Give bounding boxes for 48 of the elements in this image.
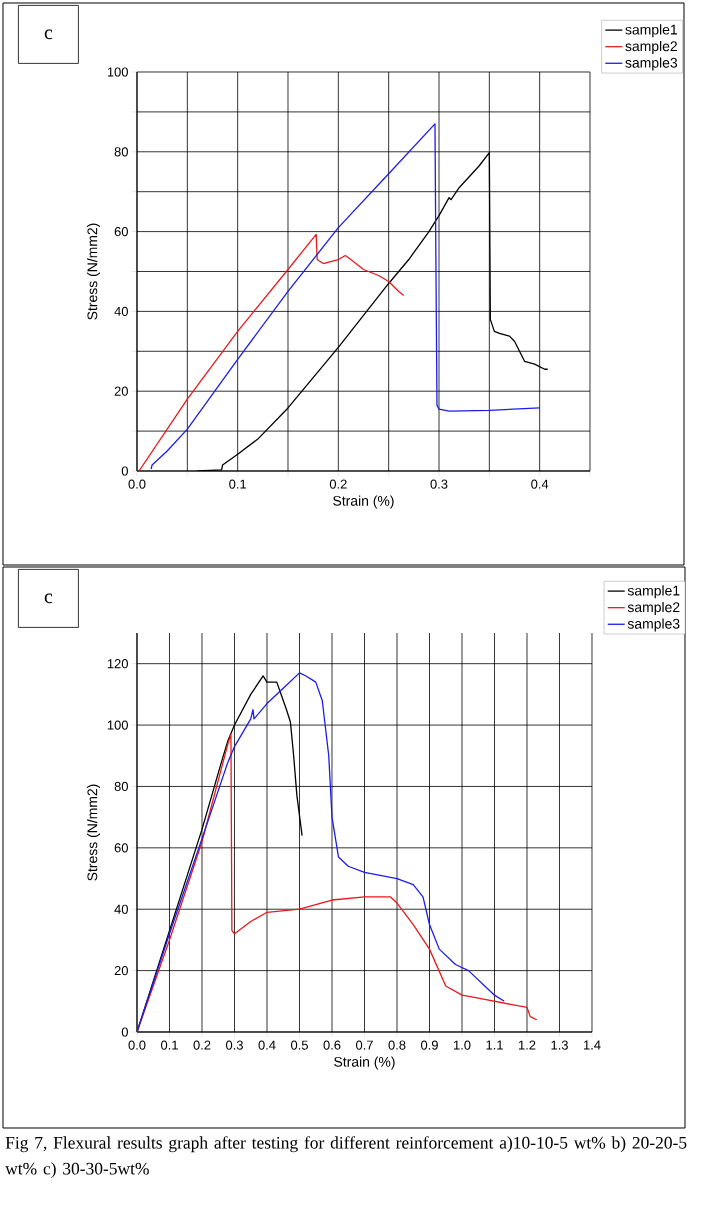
y-tick-label: 20 [114, 386, 128, 396]
y-tick-label: 80 [114, 147, 128, 157]
x-tick-label: 0.1 [229, 479, 247, 489]
x-tick-label: 0.9 [421, 1040, 438, 1050]
legend-label: sample2 [625, 40, 677, 54]
legend-label: sample1 [625, 24, 677, 38]
x-tick-label: 1.2 [518, 1040, 536, 1050]
x-tick-label: 1.3 [551, 1040, 568, 1050]
x-tick-label: 0.7 [356, 1040, 373, 1050]
x-tick-label: 0.0 [128, 1040, 146, 1050]
x-tick-label: 0.5 [291, 1040, 308, 1050]
x-tick-label: 0.4 [531, 479, 549, 489]
x-tick-label: 1.0 [453, 1040, 471, 1050]
y-tick-label: 0 [121, 1027, 128, 1037]
caption: Fig 7, Flexural results graph after testing for different reinforcement a)10-10-5 wt% b) 20-20-5 wt% c) 30-30-5wt% [5, 1136, 687, 1179]
x-tick-label: 0.6 [323, 1040, 341, 1050]
y-tick-label: 40 [114, 904, 128, 914]
x-tick-label: 0.0 [128, 479, 146, 489]
legend-label: sample1 [627, 585, 680, 599]
legend-label: sample3 [627, 618, 680, 632]
x-tick-label: 0.4 [258, 1040, 276, 1050]
y-tick-label: 120 [107, 659, 128, 669]
line-series [150, 123, 541, 470]
y-tick-label: 60 [114, 227, 128, 237]
text: c [44, 29, 53, 40]
y-tick-label: 20 [114, 966, 128, 976]
line-series [138, 233, 405, 471]
x-tick-label: 0.1 [161, 1040, 178, 1050]
y-axis-title: Stress (N/mm2) [87, 784, 101, 881]
x-tick-label: 0.2 [193, 1040, 211, 1050]
x-tick-label: 0.3 [226, 1040, 243, 1050]
x-axis-title: Strain (%) [333, 495, 394, 509]
y-axis-title: Stress (N/mm2) [87, 223, 101, 320]
y-tick-label: 0 [121, 466, 128, 476]
y-tick-label: 80 [114, 781, 128, 792]
x-tick-label: 1.1 [486, 1040, 503, 1050]
y-tick-label: 100 [107, 720, 128, 730]
x-tick-label: 1.4 [583, 1040, 601, 1050]
y-tick-label: 60 [114, 843, 128, 853]
x-axis-title: Strain (%) [334, 1056, 395, 1070]
x-tick-label: 0.3 [430, 479, 448, 489]
legend-label: sample2 [627, 601, 680, 615]
x-tick-label: 0.8 [388, 1040, 406, 1050]
y-tick-label: 40 [114, 306, 128, 316]
x-tick-label: 0.2 [329, 479, 347, 489]
y-tick-label: 100 [107, 67, 128, 77]
text: c [44, 593, 53, 604]
legend-label: sample3 [625, 57, 678, 71]
